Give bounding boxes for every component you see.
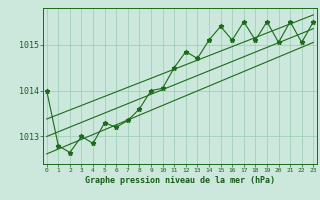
X-axis label: Graphe pression niveau de la mer (hPa): Graphe pression niveau de la mer (hPa) xyxy=(85,176,275,185)
